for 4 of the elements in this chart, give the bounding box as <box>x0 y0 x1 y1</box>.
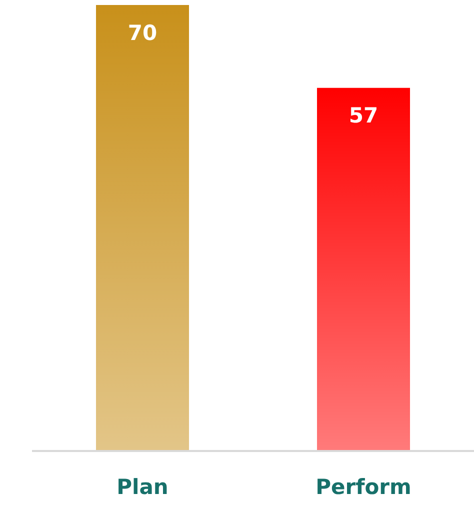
data-label: 70 <box>128 20 158 45</box>
x-tick-label: Plan <box>116 474 168 499</box>
x-tick-label: Perform <box>316 474 412 499</box>
data-label: 57 <box>348 104 378 128</box>
